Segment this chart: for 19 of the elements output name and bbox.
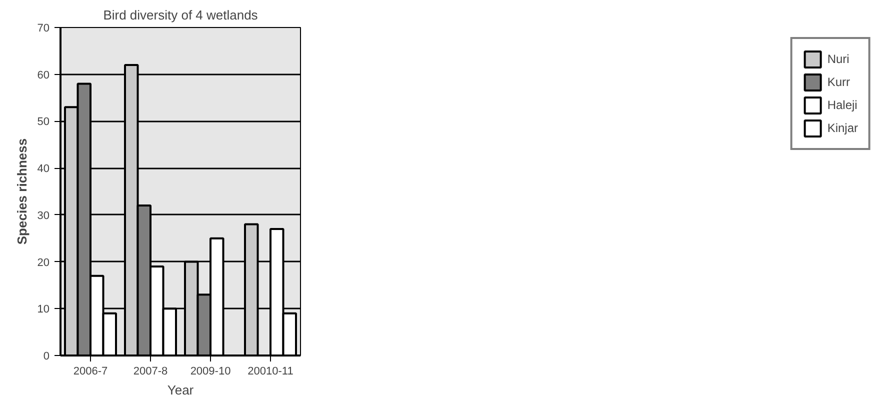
legend-label: Kinjar [827, 121, 858, 135]
y-tick-label: 10 [37, 304, 50, 316]
x-tick-label: 2006-7 [73, 366, 108, 378]
y-tick-label: 60 [37, 69, 50, 82]
y-axis-title: Species richness [14, 138, 30, 245]
x-axis-title: Year [167, 382, 194, 398]
legend-label: Kurr [827, 75, 850, 89]
y-tick-label: 70 [37, 22, 50, 34]
x-tick-label: 2009-10 [190, 366, 231, 378]
chart-title: Bird diversity of 4 wetlands [103, 8, 258, 22]
y-tick-label: 30 [37, 210, 50, 222]
y-tick-label: 20 [37, 256, 50, 269]
x-tick-label: 2007-8 [133, 366, 168, 378]
legend-label: Haleji [827, 98, 858, 112]
legend-label: Nuri [827, 52, 850, 66]
y-tick-label: 40 [37, 163, 50, 176]
x-tick-label: 20010-11 [248, 366, 294, 378]
y-tick-label: 0 [43, 350, 50, 362]
y-tick-label: 50 [37, 116, 50, 128]
